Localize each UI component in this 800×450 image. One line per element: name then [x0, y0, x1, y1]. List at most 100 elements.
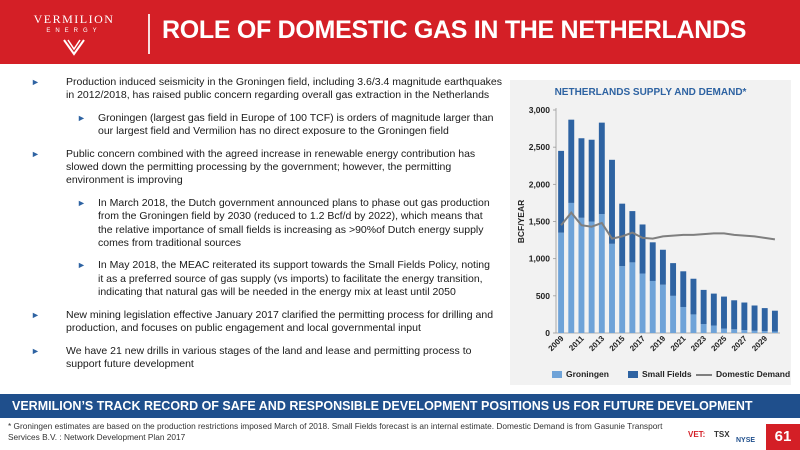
legend-swatch	[628, 371, 638, 379]
y-tick-label: 2,000	[529, 179, 551, 189]
x-tick-label: 2023	[689, 334, 708, 353]
bullet-arrow-icon: ►	[31, 77, 40, 87]
y-tick-label: 2,500	[529, 142, 551, 152]
header-divider	[148, 14, 150, 54]
bullet-text: Groningen (largest gas field in Europe o…	[98, 111, 494, 138]
bar-small-fields	[710, 293, 717, 326]
bar-small-fields	[629, 211, 636, 263]
bar-groningen	[721, 328, 727, 333]
bar-small-fields	[659, 249, 666, 285]
bullet-text: Public concern combined with the agreed …	[66, 147, 476, 187]
bar-groningen	[578, 217, 585, 333]
bar-small-fields	[771, 310, 778, 332]
x-tick-label: 2017	[628, 334, 647, 353]
bullet-item: ► New mining legislation effective Janua…	[8, 309, 503, 336]
x-tick-label: 2011	[567, 334, 586, 353]
legend-small-fields: Small Fields	[628, 369, 692, 379]
bar-small-fields	[751, 305, 758, 331]
bar-groningen	[598, 214, 605, 333]
line-domestic-demand	[560, 210, 776, 241]
footnote: * Groningen estimates are based on the p…	[8, 421, 663, 442]
bar-groningen	[710, 325, 717, 333]
bar-groningen	[731, 329, 738, 333]
bullet-arrow-icon: ►	[31, 345, 40, 356]
x-tick-label: 2025	[709, 334, 728, 353]
bar-groningen	[700, 324, 707, 333]
bar-small-fields	[558, 150, 565, 233]
logo-flame-icon	[63, 39, 85, 56]
bar-groningen	[558, 232, 565, 333]
x-tick-label: 2021	[669, 334, 688, 353]
bar-groningen	[629, 262, 636, 333]
ticker-tsx: TSX	[714, 430, 730, 439]
legend-label: Groningen	[566, 369, 609, 379]
y-axis-label: BCF/YEAR	[516, 200, 526, 243]
bullet-arrow-icon: ►	[77, 260, 86, 271]
bullet-list: ► Production induced seismicity in the G…	[8, 76, 503, 380]
bar-groningen	[659, 284, 666, 333]
bullet-item: ► Public concern combined with the agree…	[8, 148, 503, 188]
bar-small-fields	[639, 224, 646, 274]
bar-groningen	[741, 330, 748, 333]
bar-small-fields	[568, 119, 575, 203]
bar-small-fields	[721, 296, 727, 329]
bullet-text: In March 2018, the Dutch government anno…	[98, 196, 490, 250]
supply-demand-chart: NETHERLANDS SUPPLY AND DEMAND* 0 500 1,000…	[510, 80, 791, 385]
header-bar: VERMILION ENERGY ROLE OF DOMESTIC GAS IN…	[0, 0, 800, 64]
bar-small-fields	[690, 278, 697, 315]
legend-swatch	[552, 371, 562, 379]
bottom-banner-text: VERMILION’S TRACK RECORD OF SAFE AND RES…	[12, 399, 753, 413]
bar-groningen	[609, 243, 615, 333]
bullet-item: ► Production induced seismicity in the G…	[8, 76, 503, 103]
bar-small-fields	[649, 242, 656, 281]
bar-small-fields	[598, 122, 605, 215]
bullet-arrow-icon: ►	[31, 148, 40, 159]
sub-bullet-item: ► In March 2018, the Dutch government an…	[8, 197, 503, 251]
bar-groningen	[761, 331, 768, 333]
bar-groningen	[680, 306, 687, 333]
legend-label: Domestic Demand	[716, 369, 791, 379]
bar-groningen	[690, 314, 697, 333]
bar-groningen	[619, 266, 626, 333]
y-tick-label: 1,500	[529, 217, 551, 227]
y-tick-label: 3,000	[529, 105, 551, 115]
bullet-arrow-icon: ►	[31, 309, 40, 320]
legend-groningen: Groningen	[552, 369, 609, 379]
x-tick-label: 2029	[750, 334, 769, 353]
x-tick-label: 2019	[648, 334, 667, 353]
bar-small-fields	[680, 271, 687, 307]
exchange-logos: VET: TSX NYSE	[688, 426, 758, 446]
bar-groningen	[771, 331, 778, 333]
bar-small-fields	[670, 263, 677, 296]
bullet-arrow-icon: ►	[77, 112, 86, 123]
ticker-vet: VET:	[688, 430, 706, 439]
page-number: 61	[766, 424, 800, 450]
bar-groningen	[649, 280, 656, 333]
bar-small-fields	[578, 138, 585, 218]
bullet-arrow-icon: ►	[77, 197, 86, 208]
bar-groningen	[751, 330, 758, 333]
y-tick-label: 500	[536, 291, 550, 301]
page-title: ROLE OF DOMESTIC GAS IN THE NETHERLANDS	[162, 16, 747, 44]
logo-sub: ENERGY	[46, 28, 102, 34]
bar-small-fields	[588, 139, 595, 222]
bullet-text: We have 21 new drills in various stages …	[66, 344, 472, 370]
bar-groningen	[588, 221, 595, 333]
ticker-nyse: NYSE	[736, 437, 756, 444]
sub-bullet-item: ► In May 2018, the MEAC reiterated its s…	[8, 259, 503, 299]
bar-groningen	[639, 273, 646, 333]
legend-label: Small Fields	[642, 369, 692, 379]
bullet-text: Production induced seismicity in the Gro…	[66, 76, 503, 102]
vermilion-logo: VERMILION ENERGY	[22, 10, 126, 58]
legend-domestic-demand: Domestic Demand	[696, 369, 790, 379]
bar-small-fields	[609, 159, 615, 244]
legend-swatch	[696, 373, 712, 376]
chart-title: NETHERLANDS SUPPLY AND DEMAND*	[554, 87, 747, 98]
bar-small-fields	[761, 308, 768, 332]
bar-groningen	[670, 295, 677, 333]
sub-bullet-item: ► Groningen (largest gas field in Europe…	[8, 112, 503, 139]
bar-groningen	[568, 202, 575, 333]
x-tick-label: 2013	[587, 334, 606, 353]
chart-plot: 05001,0001,5002,0002,5003,000BCF/YEAR200…	[516, 105, 780, 353]
bar-small-fields	[619, 203, 626, 267]
